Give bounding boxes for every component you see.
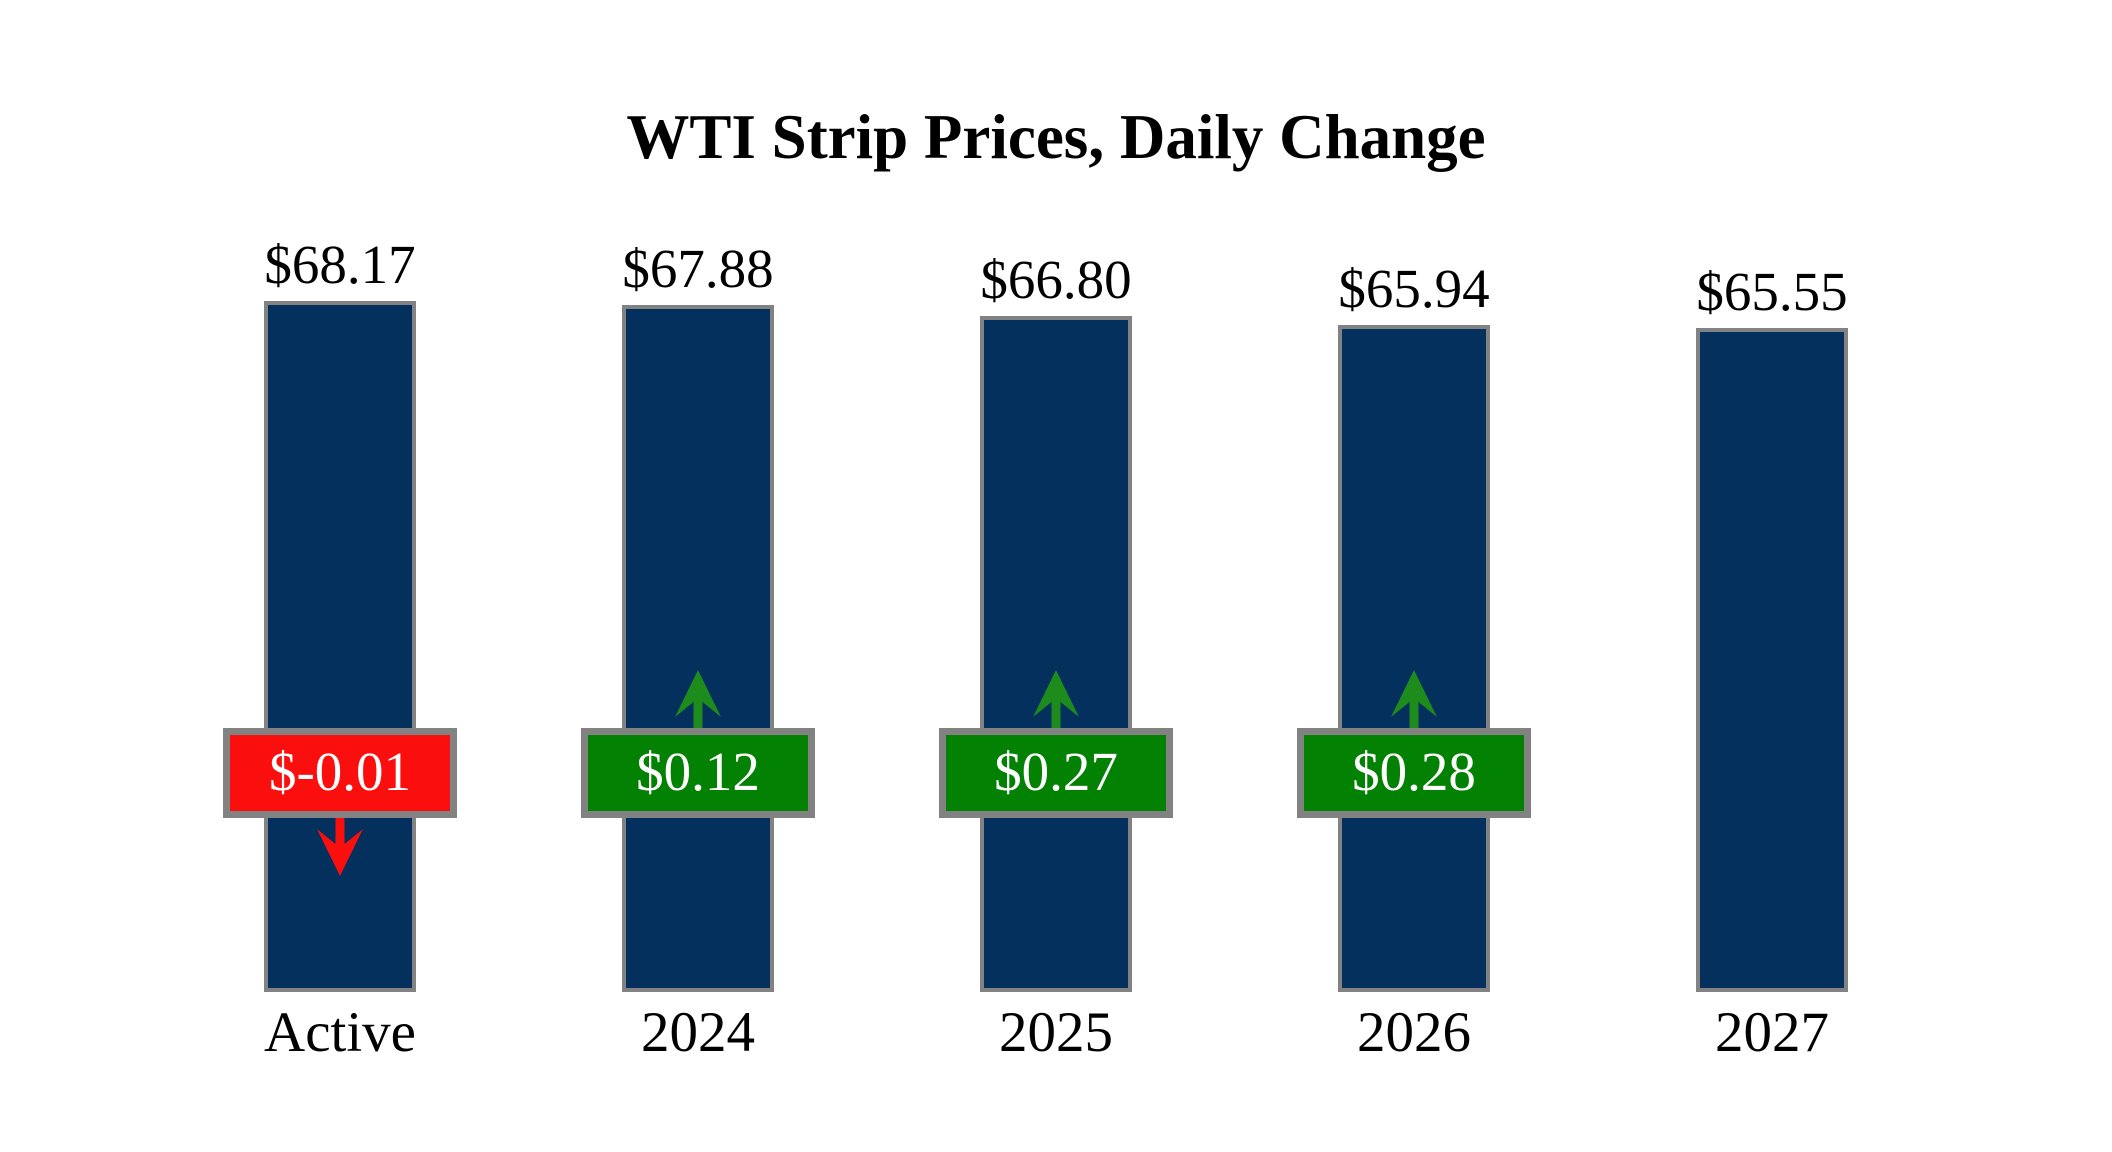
bar-group-active: $68.17 $-0.01 Active — [223, 0, 457, 1152]
price-label-2025: $66.80 — [980, 249, 1132, 310]
bar-group-2025: $66.80 $0.27 2025 — [939, 0, 1173, 1152]
bar-2026 — [1338, 325, 1490, 992]
change-value: $0.12 — [636, 741, 760, 802]
change-value: $0.27 — [994, 741, 1118, 802]
category-label-2025: 2025 — [999, 1001, 1113, 1064]
up-arrow-icon — [1391, 670, 1437, 728]
bar-active — [264, 301, 416, 992]
change-badge-2026: $0.28 — [1297, 728, 1531, 818]
chart-title: WTI Strip Prices, Daily Change — [626, 102, 1486, 172]
category-label-active: Active — [264, 1001, 416, 1064]
category-label-2026: 2026 — [1357, 1001, 1471, 1064]
up-arrow-icon — [1033, 670, 1079, 728]
change-value: $0.28 — [1352, 741, 1476, 802]
category-label-2024: 2024 — [641, 1001, 755, 1064]
bar-group-2024: $67.88 $0.12 2024 — [581, 0, 815, 1152]
price-label-active: $68.17 — [264, 234, 416, 295]
bar-group-2027: $65.55 2027 — [1655, 0, 1889, 1152]
bar-2024 — [622, 305, 774, 992]
change-badge-active: $-0.01 — [223, 728, 457, 818]
up-arrow-icon — [675, 670, 721, 728]
change-badge-2024: $0.12 — [581, 728, 815, 818]
price-label-2024: $67.88 — [622, 238, 774, 299]
bar-2025 — [980, 316, 1132, 992]
down-arrow-icon — [317, 818, 363, 876]
bar-2027 — [1696, 328, 1848, 992]
change-value: $-0.01 — [268, 741, 412, 802]
category-label-2027: 2027 — [1715, 1001, 1829, 1064]
change-badge-2025: $0.27 — [939, 728, 1173, 818]
price-label-2027: $65.55 — [1696, 261, 1848, 322]
bar-group-2026: $65.94 $0.28 2026 — [1297, 0, 1531, 1152]
price-label-2026: $65.94 — [1338, 258, 1490, 319]
